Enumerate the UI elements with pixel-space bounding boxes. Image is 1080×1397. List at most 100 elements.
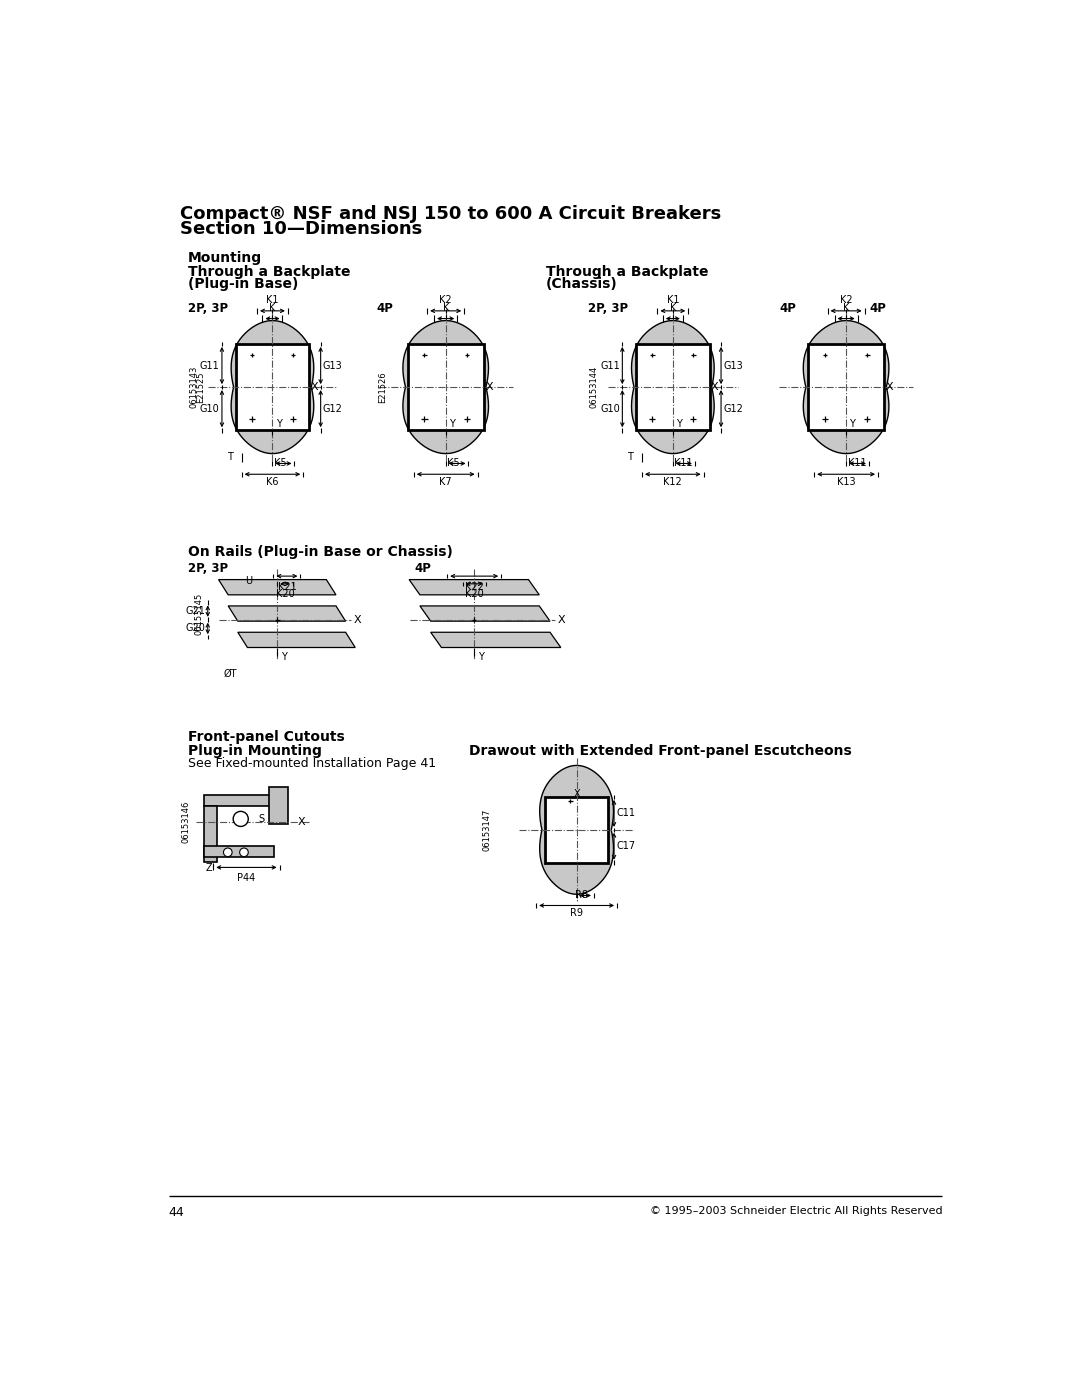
Text: G13: G13: [323, 360, 342, 370]
Text: 44: 44: [168, 1206, 185, 1218]
Text: G21: G21: [186, 606, 205, 616]
Text: K7: K7: [440, 476, 453, 486]
Text: K2: K2: [440, 296, 453, 306]
Text: Y: Y: [281, 652, 287, 662]
Text: K21: K21: [278, 581, 296, 591]
Text: G10: G10: [600, 404, 620, 414]
Text: K1: K1: [266, 296, 279, 306]
Text: K11: K11: [674, 458, 693, 468]
Text: Y: Y: [449, 419, 455, 429]
Text: K: K: [443, 303, 449, 313]
Circle shape: [240, 848, 248, 856]
Text: K5: K5: [447, 458, 460, 468]
Polygon shape: [632, 320, 714, 454]
Polygon shape: [804, 320, 889, 454]
Text: U: U: [245, 576, 253, 587]
Polygon shape: [403, 320, 488, 454]
Text: ØT: ØT: [224, 669, 238, 679]
Text: Mounting: Mounting: [188, 251, 261, 265]
Text: X: X: [353, 615, 361, 624]
Text: K2: K2: [840, 296, 852, 306]
Text: K11: K11: [848, 458, 866, 468]
Text: Front-panel Cutouts: Front-panel Cutouts: [188, 729, 345, 743]
Text: Through a Backplate: Through a Backplate: [545, 264, 708, 278]
Polygon shape: [540, 766, 613, 894]
Text: 06153144: 06153144: [590, 366, 598, 408]
Text: R8: R8: [575, 890, 588, 900]
Text: See Fixed-mounted Installation Page 41: See Fixed-mounted Installation Page 41: [188, 757, 436, 771]
Text: G10: G10: [200, 404, 219, 414]
Text: K13: K13: [837, 476, 855, 486]
Bar: [808, 344, 885, 430]
Text: Through a Backplate: Through a Backplate: [188, 264, 350, 278]
Text: K20: K20: [275, 590, 295, 599]
Text: G12: G12: [724, 404, 743, 414]
Text: Section 10—Dimensions: Section 10—Dimensions: [180, 219, 422, 237]
Text: X: X: [711, 383, 718, 393]
Polygon shape: [431, 633, 561, 647]
Text: 2P, 3P: 2P, 3P: [188, 562, 228, 576]
Polygon shape: [218, 580, 336, 595]
Polygon shape: [420, 606, 550, 622]
Text: Compact® NSF and NSJ 150 to 600 A Circuit Breakers: Compact® NSF and NSJ 150 to 600 A Circui…: [180, 204, 721, 222]
Circle shape: [233, 812, 248, 827]
Polygon shape: [231, 320, 314, 454]
Text: K5: K5: [274, 458, 286, 468]
Bar: [204, 795, 287, 806]
Text: X: X: [557, 615, 565, 624]
Text: X: X: [485, 383, 492, 393]
Bar: [636, 344, 710, 430]
Text: K12: K12: [663, 476, 683, 486]
Text: X: X: [311, 383, 319, 393]
Text: T: T: [227, 453, 232, 462]
Text: 06153146: 06153146: [181, 800, 191, 844]
Bar: [204, 845, 274, 856]
Text: Y: Y: [478, 652, 484, 662]
Text: K20: K20: [464, 590, 484, 599]
Text: X: X: [886, 383, 893, 393]
Text: 06153143: 06153143: [189, 366, 199, 408]
Circle shape: [224, 848, 232, 856]
Text: 2P, 3P: 2P, 3P: [188, 302, 228, 316]
Text: (Plug-in Base): (Plug-in Base): [188, 277, 298, 291]
Text: Y: Y: [676, 419, 681, 429]
Text: Z: Z: [205, 863, 213, 873]
Text: K: K: [670, 303, 676, 313]
Text: T: T: [627, 453, 633, 462]
Text: 4P: 4P: [377, 302, 393, 316]
Text: 06153145: 06153145: [194, 594, 204, 636]
Bar: [204, 806, 217, 862]
Text: K22: K22: [464, 581, 484, 591]
Text: Y: Y: [849, 419, 855, 429]
Bar: [545, 798, 608, 863]
Bar: [235, 344, 309, 430]
Text: C17: C17: [617, 841, 635, 851]
Text: 4P: 4P: [779, 302, 796, 316]
Text: Plug-in Mounting: Plug-in Mounting: [188, 743, 322, 757]
Text: K6: K6: [266, 476, 279, 486]
Text: X: X: [298, 817, 306, 827]
Text: Drawout with Extended Front-panel Escutcheons: Drawout with Extended Front-panel Escutc…: [469, 743, 851, 757]
Text: 4P: 4P: [415, 562, 432, 576]
Text: 06153147: 06153147: [483, 809, 491, 851]
Text: G20: G20: [186, 623, 205, 633]
Text: K: K: [842, 303, 849, 313]
Text: P44: P44: [238, 873, 256, 883]
Bar: [408, 344, 484, 430]
Text: G12: G12: [323, 404, 342, 414]
Text: © 1995–2003 Schneider Electric All Rights Reserved: © 1995–2003 Schneider Electric All Right…: [650, 1206, 943, 1215]
Polygon shape: [238, 633, 355, 647]
Text: K: K: [269, 303, 275, 313]
Text: (Chassis): (Chassis): [545, 277, 618, 291]
Bar: [269, 787, 288, 824]
Text: G11: G11: [600, 360, 620, 370]
Text: G13: G13: [724, 360, 743, 370]
Text: Y: Y: [275, 419, 282, 429]
Polygon shape: [228, 606, 346, 622]
Text: G11: G11: [200, 360, 219, 370]
Text: S: S: [258, 814, 265, 824]
Text: C11: C11: [617, 809, 635, 819]
Text: E21525: E21525: [197, 372, 205, 402]
Text: 4P: 4P: [869, 302, 887, 316]
Polygon shape: [409, 580, 539, 595]
